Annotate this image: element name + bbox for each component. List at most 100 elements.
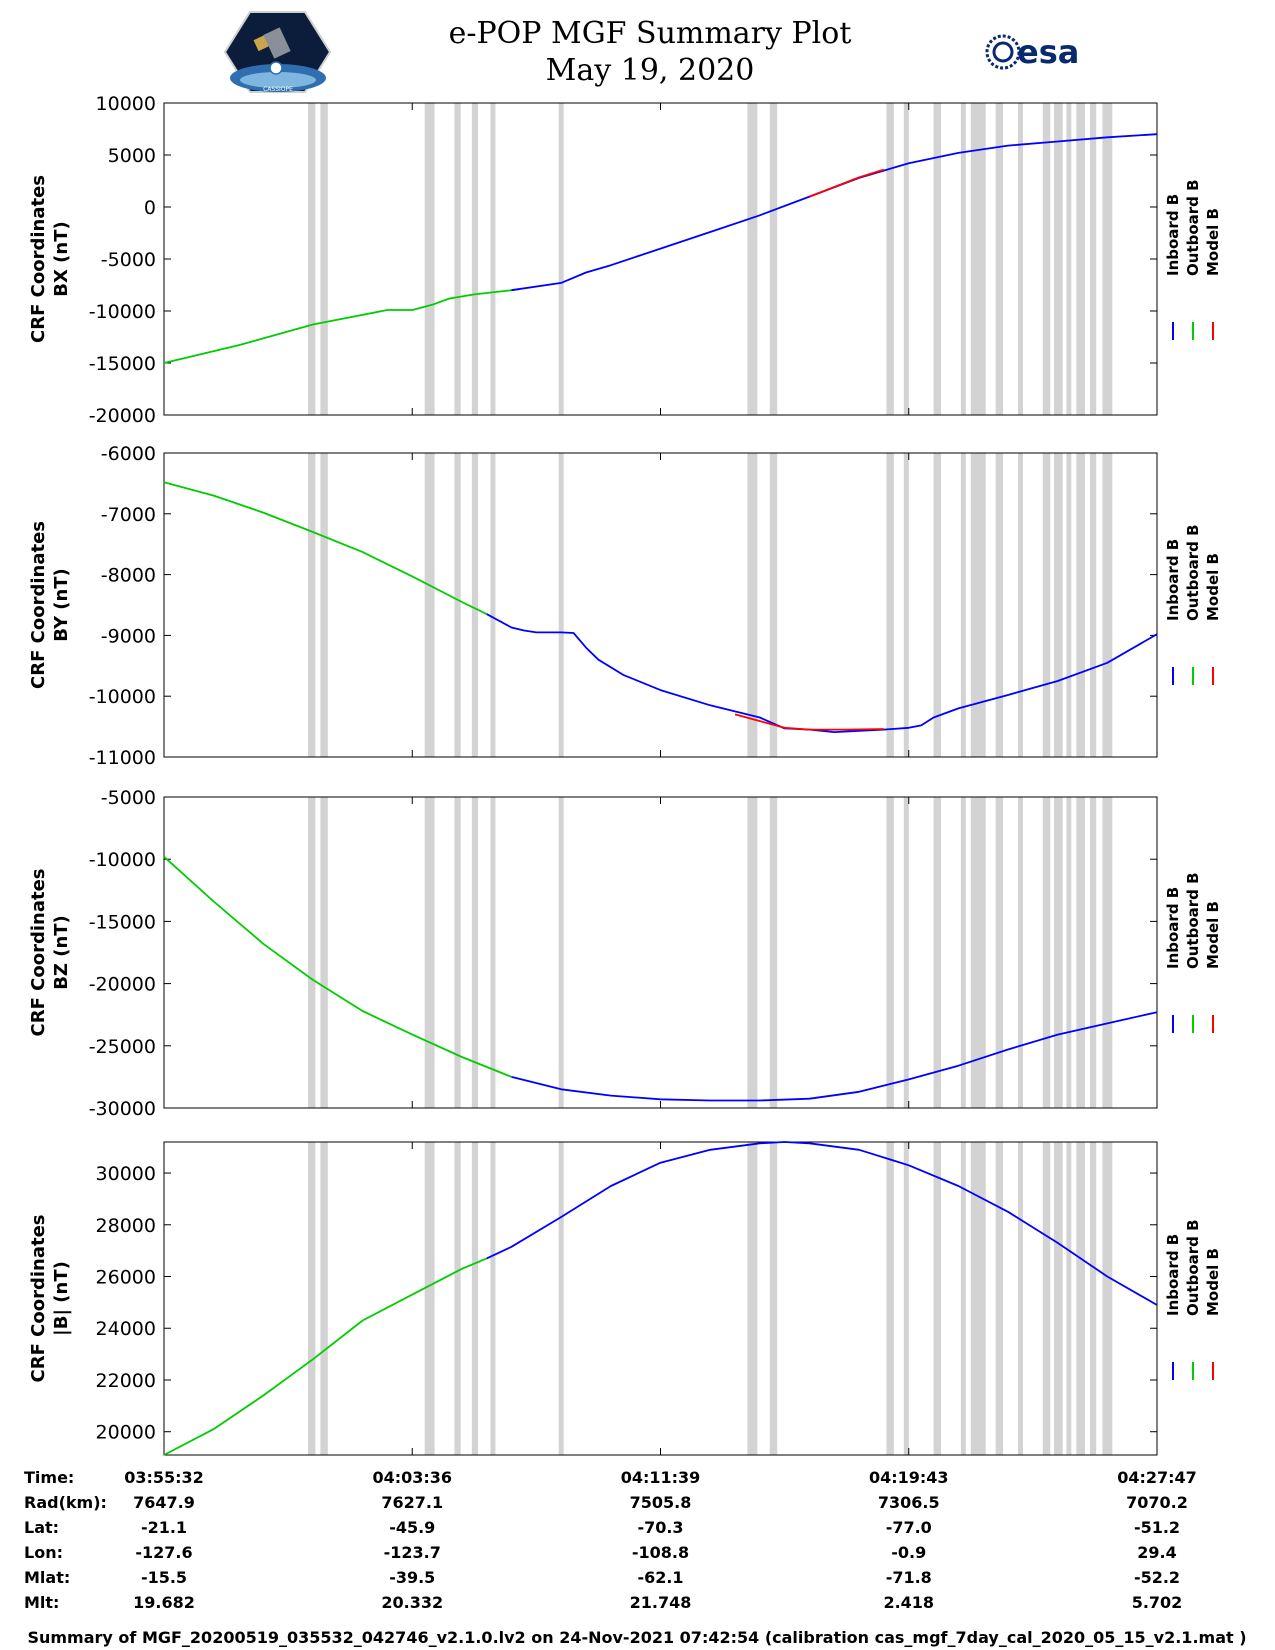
info-cell: 04:19:43 [869,1468,949,1487]
data-gap-band [471,1142,479,1455]
data-gap-band [960,453,966,757]
info-cell: 29.4 [1137,1543,1176,1562]
data-gap-band [424,797,435,1108]
y-tick-label: -11000 [89,747,156,769]
data-gap-band [903,103,909,415]
info-cell: -108.8 [632,1543,689,1562]
data-gap-band [933,1142,942,1455]
data-gap-band [747,453,758,757]
info-row-label: Time: [24,1468,74,1487]
data-gap-band [1042,1142,1051,1455]
info-row-label: Rad(km): [24,1493,107,1512]
chart-panels: 10000 5000 0 -5000 -10000 -15000 -20000 CRF Coo… [28,93,1222,1456]
y-tick-label: 26000 [96,1267,156,1289]
legend-label: Inboard B [1164,887,1182,969]
data-gap-band [995,797,1004,1108]
cassiope-logo-label: CASSIOPE [263,86,293,93]
data-gap-band [747,1142,758,1455]
y-tick-label: -15000 [89,353,156,375]
series-line-model-b [734,713,884,731]
data-gap-band [769,1142,778,1455]
data-gap-band [558,453,564,757]
y-tick-label: -5000 [101,787,156,809]
y-tick-label: 22000 [96,1370,156,1392]
data-gap-band [1076,103,1086,415]
y-tick-label: -9000 [101,625,156,647]
data-gap-band [471,103,479,415]
legend-label: Inboard B [1164,194,1182,276]
info-cell: -51.2 [1134,1518,1180,1537]
info-cell: -0.9 [891,1543,926,1562]
data-gap-band [1089,797,1097,1108]
data-gap-band [424,103,435,415]
series-line-outboard-b [163,288,520,364]
info-row-label: Lat: [24,1518,59,1537]
data-gap-band [1017,453,1023,757]
data-gap-band [970,1142,986,1455]
chart-panel-3: -5000 -10000 -15000 -20000 -25000 -30000 CRF C… [28,787,1222,1120]
legend-label: Inboard B [1164,539,1182,621]
data-gap-band [307,453,316,757]
y-tick-label: -15000 [89,911,156,933]
data-gap-band [320,453,328,757]
data-gap-band [1089,1142,1097,1455]
info-row-label: Lon: [24,1543,63,1562]
page-title: e-POP MGF Summary Plot [449,16,852,51]
data-gap-band [490,103,496,415]
y-tick-label: -6000 [101,443,156,465]
data-gap-band [320,103,328,415]
info-cell: 7306.5 [878,1493,940,1512]
info-cell: -127.6 [135,1543,192,1562]
data-gap-band [903,797,909,1108]
data-gap-band [1066,453,1072,757]
data-gap-band [490,1142,496,1455]
chart-panel-2: -6000 -7000 -8000 -9000 -10000 -11000 CRF Coor… [28,443,1222,769]
data-gap-band [558,797,564,1108]
data-gap-band [1042,453,1051,757]
info-cell: -123.7 [384,1543,441,1562]
legend-label: Inboard B [1164,1234,1182,1316]
info-cell: -62.1 [637,1568,683,1587]
y-tick-label: -10000 [89,301,156,323]
data-gap-band [1053,453,1063,757]
data-gap-band [454,103,461,415]
data-gap-band [886,453,894,757]
y-axis-label: CRF Coordinates [28,869,49,1037]
data-gap-band [320,797,328,1108]
data-gap-band [995,453,1004,757]
y-axis-label: BY (nT) [51,568,72,642]
data-gap-band [1066,103,1072,415]
series-line-model-b [809,168,885,198]
info-cell: -45.9 [389,1518,435,1537]
y-tick-label: 10000 [96,93,156,115]
data-gap-band [558,103,564,415]
info-cell: -39.5 [389,1568,435,1587]
y-tick-label: -20000 [89,974,156,996]
data-gap-band [1017,103,1023,415]
cassiope-logo: CASSIOPE [223,11,332,93]
legend-label: Model B [1204,208,1222,276]
y-tick-label: 28000 [96,1215,156,1237]
data-gap-band [424,1142,435,1455]
y-tick-label: -25000 [89,1036,156,1058]
data-gap-band [454,1142,461,1455]
data-gap-band [454,453,461,757]
data-gap-band [1053,103,1063,415]
data-gap-band [1102,1142,1113,1455]
data-gap-band [769,797,778,1108]
info-cell: -70.3 [637,1518,683,1537]
info-cell: 03:55:32 [124,1468,204,1487]
orbit-info-table: Time: Rad(km): Lat: Lon: Mlat: Mlt: 03:55:32 76… [24,1468,1197,1612]
y-tick-label: -7000 [101,504,156,526]
esa-logo-text: esa [1017,33,1079,71]
data-gap-band [424,453,435,757]
y-tick-label: -10000 [89,686,156,708]
data-gap-band [558,1142,564,1455]
legend-label: Outboard B [1184,872,1202,969]
footer-summary: Summary of MGF_20200519_035532_042746_v2… [27,1628,1246,1647]
data-gap-band [1066,1142,1072,1455]
legend-label: Model B [1204,1248,1222,1316]
data-gap-band [490,797,496,1108]
info-cell: -21.1 [141,1518,187,1537]
y-axis-label: |B| (nT) [51,1261,72,1336]
